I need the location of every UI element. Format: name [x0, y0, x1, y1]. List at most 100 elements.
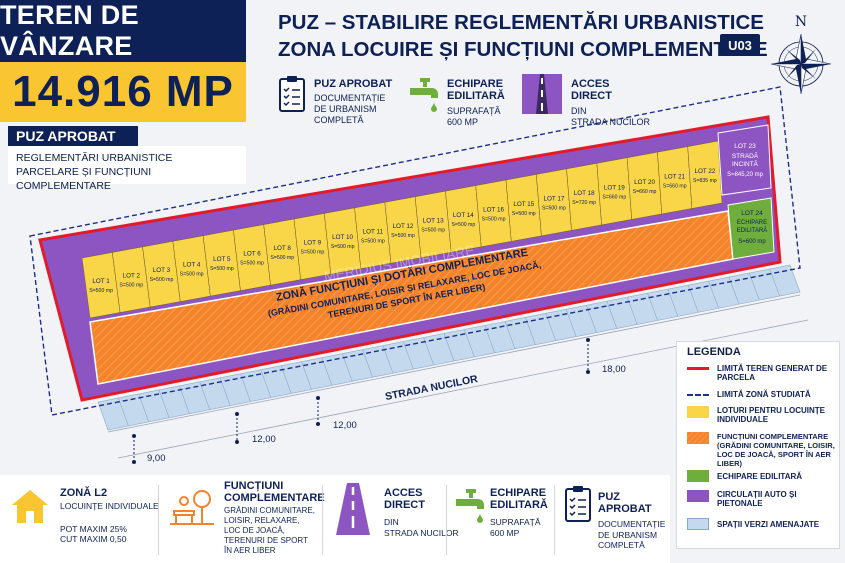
legend-text: SPAȚII VERZI AMENAJATE [717, 520, 820, 529]
dimension-12a: 12,00 [235, 412, 276, 445]
bottom-zona-sub: LOCUINȚE INDIVIDUALE [60, 501, 159, 511]
road-icon [522, 74, 562, 114]
sale-title: TEREN DE VÂNZARE [0, 0, 246, 62]
dimension-9: 9,00 [132, 434, 166, 464]
lot-23-name: LOT 23 [734, 143, 756, 150]
bottom-acces-line-1: DIN [384, 517, 399, 527]
bottom-functiuni-line-5: ÎN AER LIBER [224, 546, 276, 555]
lot-name: LOT 16 [483, 206, 504, 213]
lot-area: S=660 mp [602, 194, 626, 200]
lot-name: LOT 10 [332, 234, 353, 241]
lot-area: S=835 mp [693, 178, 717, 184]
lot-name: LOT 4 [183, 262, 201, 269]
info-echipare-title-2: EDILITARĂ [447, 90, 505, 102]
verge-divider [219, 377, 231, 406]
bottom-echipare-line-1: SUPRAFAȚĂ [490, 517, 541, 527]
bottom-zona-cut: CUT MAXIM 0,50 [60, 534, 127, 544]
bottom-zona: ZONĂ L2 LOCUINȚE INDIVIDUALE POT MAXIM 2… [60, 487, 159, 545]
legend-swatch [687, 490, 709, 502]
street-name: STRADA NUCILOR [384, 373, 479, 403]
info-acces-title-2: DIRECT [571, 90, 612, 102]
lot-name: LOT 5 [213, 256, 231, 263]
lot-name: LOT 1 [92, 278, 110, 285]
lot-area: S=500 mp [361, 239, 385, 245]
legend-text: FUNCȚIUNI COMPLEMENTARE (GRĂDINI COMUNIT… [717, 432, 835, 468]
dimension-18-label: 18,00 [602, 364, 626, 375]
lot-area: S=500 mp [421, 227, 445, 233]
lot-24-label: LOT 24 ECHIPARE EDILITARĂ S=600 mp [737, 210, 768, 245]
puz-description: REGLEMENTĂRI URBANISTICE PARCELARE ȘI FU… [8, 146, 246, 192]
lot-name: LOT 12 [393, 223, 414, 230]
info-puz-line-2: DE URBANISM [314, 104, 377, 114]
verge-divider [138, 393, 149, 422]
lot-area: S=500 mp [180, 272, 204, 278]
bottom-acces: ACCES DIRECT DIN STRADA NUCILOR [384, 487, 459, 538]
park-icon [170, 490, 214, 525]
lot-name: LOT 15 [513, 201, 534, 208]
verge-divider [158, 389, 170, 418]
lot-24 [727, 197, 775, 260]
lot-area: S=500 mp [270, 255, 294, 261]
lot-name: LOT 9 [304, 240, 322, 247]
lot-name: LOT 20 [634, 179, 655, 186]
bottom-functiuni-title-2: COMPLEMENTARE [224, 492, 325, 504]
page-title-line-1: PUZ – STABILIRE REGLEMENTĂRI URBANISTICE [278, 11, 764, 34]
legend-swatch [687, 394, 709, 396]
dimension-18: 18,00 [586, 338, 626, 375]
compass-north-label: N [795, 14, 807, 30]
road-icon [336, 483, 370, 535]
house-icon [12, 490, 48, 523]
bottom-puz-line-2: DE URBANISM [598, 529, 658, 540]
lot-23-label: LOT 23 STRADĂ INCINTĂ S=845,20 mp [727, 143, 764, 178]
bottom-acces-title-2: DIRECT [384, 499, 425, 511]
info-echipare: ECHIPARE EDILITARĂ SUPRAFAȚĂ 600 MP [447, 78, 505, 128]
lot-24-name: LOT 24 [741, 210, 763, 217]
legend-text: LIMITĂ TEREN GENERAT DE PARCELA [717, 364, 828, 382]
lot-23-line-1: STRADĂ [732, 151, 759, 160]
info-acces-line-1: DIN [571, 106, 587, 116]
verge-divider [301, 361, 312, 390]
lot-name: LOT 2 [123, 273, 141, 280]
verge-divider [280, 365, 292, 394]
bottom-puz: PUZ APROBAT DOCUMENTAȚIE DE URBANISM COM… [598, 491, 670, 551]
info-puz: PUZ APROBAT DOCUMENTAȚIE DE URBANISM COM… [314, 78, 392, 126]
bottom-functiuni-line-4: TERENURI DE SPORT [224, 536, 308, 545]
sale-area: 14.916 MP [0, 62, 246, 122]
legend-swatch [687, 518, 709, 530]
bottom-functiuni-line-3: LOC DE JOACĂ, [224, 526, 285, 535]
dimension-12a-label: 12,00 [252, 434, 276, 445]
lot-name: LOT 6 [243, 251, 261, 258]
bottom-zona-pot: POT MAXIM 25% [60, 523, 127, 534]
bottom-functiuni-line-2: LOISIR, RELAXARE, [224, 516, 300, 525]
lot-area: S=500 mp [512, 211, 536, 217]
street-edge-line [107, 294, 801, 433]
lot-name: LOT 19 [604, 184, 625, 191]
lot-name: LOT 22 [694, 168, 715, 175]
lot-area: S=500 mp [331, 244, 355, 250]
lot-area: S=720 mp [572, 200, 596, 206]
separator [446, 485, 447, 555]
lot-23-area: S=845,20 mp [727, 172, 764, 178]
info-echipare-title-1: ECHIPARE [447, 78, 504, 90]
info-acces-line-2: STRADA NUCILOR [571, 117, 651, 127]
info-puz-title: PUZ APROBAT [314, 78, 393, 90]
verge-divider [708, 281, 719, 309]
verge-divider [606, 301, 618, 329]
legend-title: LEGENDA [687, 346, 741, 358]
bottom-echipare-title-1: ECHIPARE [490, 487, 547, 499]
page-title-line-2: ZONA LOCUIRE ȘI FUNCȚIUNI COMPLEMENTARE [278, 38, 768, 61]
lot-24-line-2: EDILITARĂ [737, 227, 768, 234]
lot-area: S=500 mp [150, 277, 174, 283]
legend-text: ECHIPARE EDILITARĂ [717, 472, 803, 481]
info-echipare-line-1: SUPRAFAȚĂ [447, 106, 501, 116]
lot-name: LOT 11 [363, 229, 384, 236]
bottom-zona-title: ZONĂ L2 [60, 487, 108, 499]
lot-area: S=500 mp [89, 288, 113, 294]
dimension-9-label: 9,00 [147, 453, 166, 464]
verge-divider [769, 268, 780, 297]
lot-area: S=500 mp [391, 233, 415, 239]
verge-divider [504, 321, 516, 349]
lot-23-line-2: INCINTĂ [732, 159, 759, 168]
bottom-functiuni-line-1: GRĂDINI COMUNITARE, [224, 506, 315, 515]
